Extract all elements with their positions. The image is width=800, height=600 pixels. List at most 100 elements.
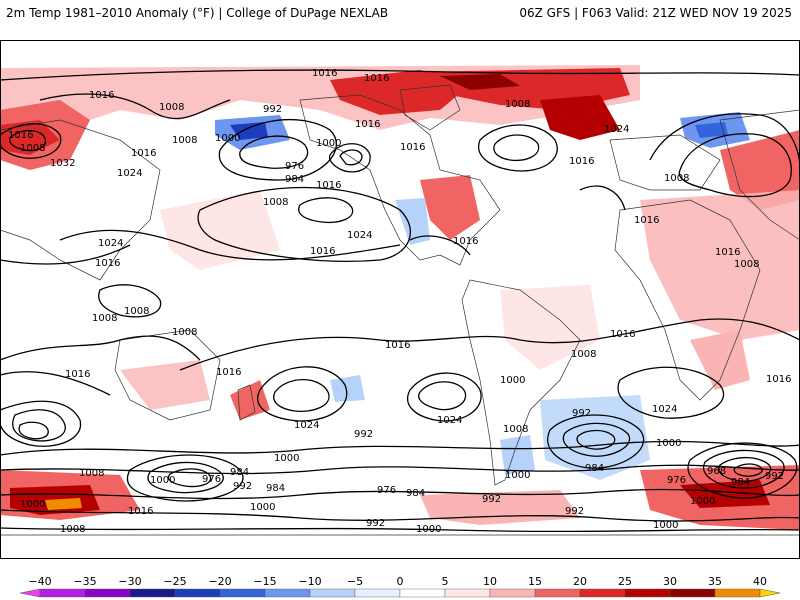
isobar-label: 984: [406, 488, 425, 499]
isobar-label: 1000: [653, 520, 678, 531]
isobar-label: 992: [565, 506, 584, 517]
australia-outline: [114, 329, 221, 421]
colorbar-swatch: [489, 588, 536, 598]
isobar-label: 1008: [124, 306, 149, 317]
isobar-label: 1000: [656, 438, 681, 449]
isobar-label: 1008: [505, 99, 530, 110]
isobar-label: 1016: [8, 130, 33, 141]
isobar-label: 984: [266, 483, 285, 494]
colorbar-tick-label: 25: [618, 575, 632, 588]
isobar-label: 1016: [312, 68, 337, 79]
colorbar-tick-label: −40: [28, 575, 52, 588]
warm-anomaly-shading: [0, 65, 800, 530]
isobar-label: 992: [354, 429, 373, 440]
isobar-label: 1008: [263, 197, 288, 208]
colorbar-swatch: [309, 588, 356, 598]
isobar-label: 1016: [216, 367, 241, 378]
north-america-outline: [299, 94, 501, 266]
isobar-label: 992: [233, 481, 252, 492]
isobar-label: 1000: [250, 502, 275, 513]
isobar-label: 984: [230, 467, 249, 478]
coastlines: [0, 84, 800, 536]
anomaly-map: 1016 1016 1016 1008 992 1008 1016 1008 1…: [0, 40, 800, 559]
isobar-label: 1008: [172, 135, 197, 146]
isobar-label: 1000: [505, 470, 530, 481]
isobar-label: 1016: [89, 90, 114, 101]
isobar-label: 1000: [416, 524, 441, 535]
isobar-label: 1000: [690, 496, 715, 507]
isobar-label: 1008: [172, 327, 197, 338]
colorbar-swatch: [219, 588, 266, 598]
isobar-label: 1016: [634, 215, 659, 226]
isobar-label: 992: [482, 494, 501, 505]
colorbar-tick-label: −10: [298, 575, 322, 588]
colorbar-tick-label: 40: [753, 575, 767, 588]
colorbar-swatch: [444, 588, 491, 598]
colorbar-tick-label: −30: [118, 575, 142, 588]
isobar-label: 1008: [60, 524, 85, 535]
isobar-label: 984: [585, 463, 604, 474]
colorbar-tick-label: −20: [208, 575, 232, 588]
colorbar-swatch: [129, 588, 176, 598]
isobar-label: 984: [731, 477, 750, 488]
colorbar-swatch: [399, 588, 446, 598]
colorbar-swatches: [19, 588, 781, 598]
isobar-label: 1024: [294, 420, 319, 431]
colorbar-tick-label: 10: [483, 575, 497, 588]
colorbar-swatch: [669, 588, 716, 598]
isobar-label: 976: [377, 485, 396, 496]
isobar-label: 1000: [20, 499, 45, 510]
isobar-label: 1008: [20, 143, 45, 154]
isobar-label: 1008: [734, 259, 759, 270]
isobar-label: 1000: [500, 375, 525, 386]
isobar-label: 1024: [604, 124, 629, 135]
isobar-label: 968: [707, 466, 726, 477]
isobar-contours: [0, 69, 800, 533]
isobar-label: 1016: [715, 247, 740, 258]
colorbar-swatch: [84, 588, 131, 598]
colorbar-tick-label: 15: [528, 575, 542, 588]
isobar-label: 1008: [92, 313, 117, 324]
colorbar-swatch: [39, 588, 86, 598]
isobar-label: 1024: [437, 415, 462, 426]
isobar-label: 1016: [569, 156, 594, 167]
map-title: 2m Temp 1981–2010 Anomaly (°F) | College…: [6, 6, 389, 20]
africa-outline: [614, 199, 761, 401]
colorbar-tick-label: −5: [346, 575, 364, 588]
isobar-label: 1016: [316, 180, 341, 191]
colorbar-swatch: [174, 588, 221, 598]
colorbar-tick-label: 0: [396, 575, 404, 588]
isobar-labels: 1016 1016 1016 1008 992 1008 1016 1008 1…: [8, 68, 791, 535]
colorbar-swatch: [714, 588, 761, 598]
isobar-label: 1000: [150, 475, 175, 486]
isobar-label: 984: [285, 174, 304, 185]
isobar-label: 1032: [50, 158, 75, 169]
isobar-label: 1016: [128, 506, 153, 517]
colorbar-swatch: [264, 588, 311, 598]
south-america-outline: [461, 279, 581, 486]
isobar-label: 1016: [355, 119, 380, 130]
isobar-label: 1016: [364, 73, 389, 84]
colorbar-tick-label: 35: [708, 575, 722, 588]
isobar-label: 1000: [316, 138, 341, 149]
colorbar-tick-label: −15: [253, 575, 277, 588]
isobar-label: 1024: [652, 404, 677, 415]
colorbar-swatch: [354, 588, 401, 598]
isobar-label: 1016: [65, 369, 90, 380]
colorbar-tick-label: 20: [573, 575, 587, 588]
isobar-label: 992: [572, 408, 591, 419]
isobar-label: 992: [366, 518, 385, 529]
colorbar-tick-label: −25: [163, 575, 187, 588]
isobar-label: 976: [202, 474, 221, 485]
isobar-label: 1016: [95, 258, 120, 269]
isobar-label: 1008: [503, 424, 528, 435]
colorbar-arrow-low: [19, 588, 41, 598]
europe-outline: [609, 134, 721, 191]
isobar-label: 1016: [310, 246, 335, 257]
colorbar-swatch: [624, 588, 671, 598]
header-bar: 2m Temp 1981–2010 Anomaly (°F) | College…: [0, 0, 800, 40]
isobar-label: 992: [765, 471, 784, 482]
colorbar-arrow-high: [759, 588, 781, 598]
isobar-label: 1016: [610, 329, 635, 340]
isobar-label: 1016: [385, 340, 410, 351]
